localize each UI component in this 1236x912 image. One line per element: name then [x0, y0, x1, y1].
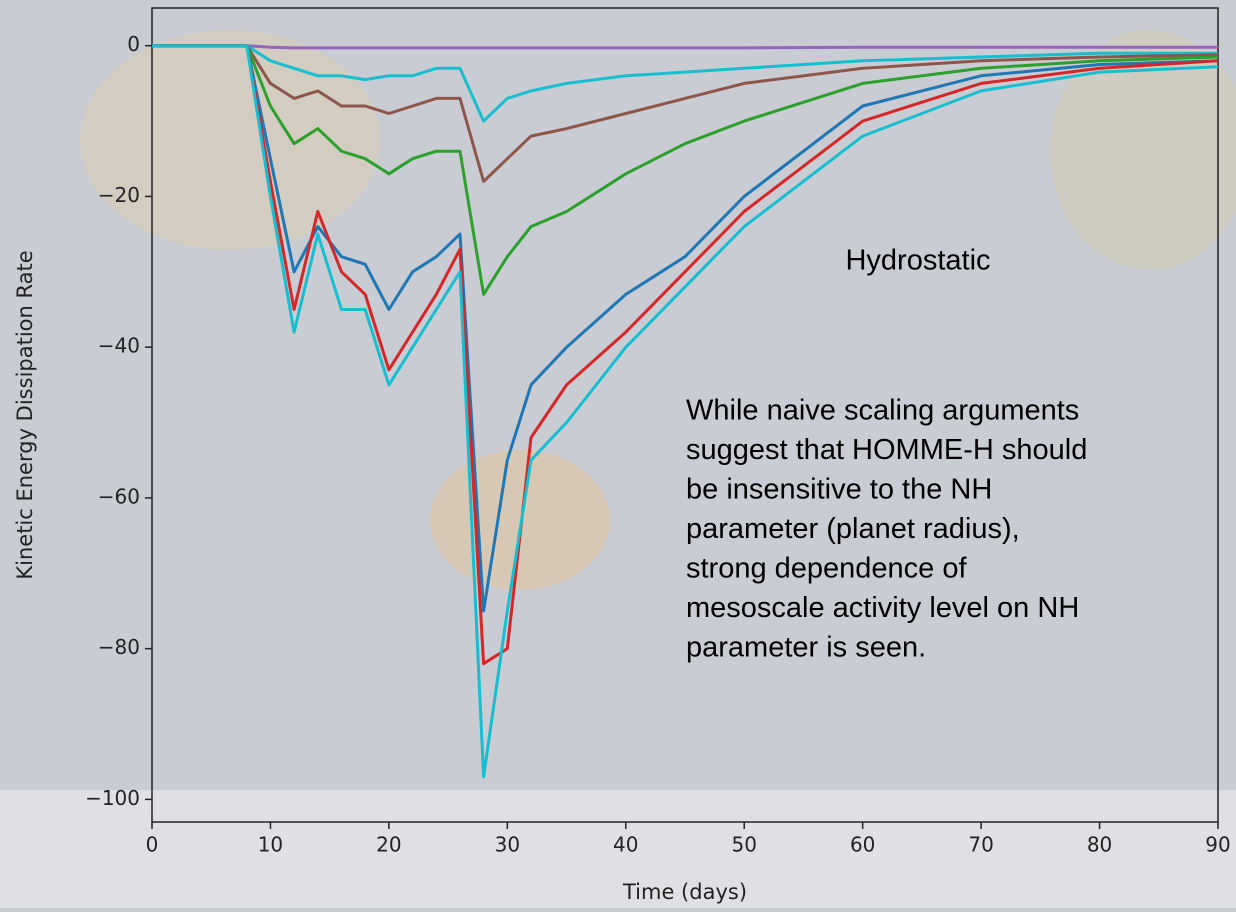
- series-line: [152, 44, 1218, 50]
- annotation-line: strong dependence of: [686, 553, 967, 585]
- annotation-line: parameter is seen.: [686, 632, 926, 664]
- y-tick-label: −80: [98, 635, 140, 659]
- annotation-line: be insensitive to the NH: [686, 474, 992, 506]
- series-line: [152, 44, 1219, 666]
- x-tick-label: 20: [376, 833, 401, 857]
- annotation-line: parameter (planet radius),: [686, 513, 1020, 545]
- x-tick-label: 10: [258, 833, 283, 857]
- y-tick-label: −100: [85, 786, 140, 810]
- plot-frame: [151, 7, 1219, 823]
- annotation-line: mesoscale activity level on NH: [686, 592, 1079, 624]
- x-tick-label: 0: [146, 833, 159, 857]
- ice: [0, 790, 1236, 908]
- land: [1050, 30, 1236, 270]
- y-tick-label: 0: [127, 32, 140, 56]
- x-tick-label: 50: [731, 833, 756, 857]
- annotation-line: suggest that HOMME-H should: [686, 434, 1087, 466]
- x-tick-label: 70: [968, 833, 993, 857]
- series-line: [152, 44, 1219, 779]
- series-line: [152, 44, 1219, 296]
- land: [80, 30, 380, 250]
- x-tick-label: 60: [850, 833, 875, 857]
- y-tick-label: −20: [98, 183, 140, 207]
- x-tick-label: 90: [1205, 833, 1230, 857]
- series-line: [152, 44, 1219, 613]
- x-tick-label: 80: [1087, 833, 1112, 857]
- x-tick-label: 40: [613, 833, 638, 857]
- x-tick-label: 30: [495, 833, 520, 857]
- series-line: [152, 44, 1218, 123]
- land: [430, 450, 610, 590]
- x-axis-label: Time (days): [622, 880, 747, 904]
- annotation-title: Hydrostatic: [845, 245, 990, 277]
- series-line: [152, 44, 1219, 183]
- annotation-line: While naive scaling arguments: [686, 395, 1079, 427]
- y-tick-label: −40: [98, 334, 140, 358]
- background-map: [0, 30, 1236, 908]
- y-tick-label: −60: [98, 484, 140, 508]
- y-axis-label: Kinetic Energy Dissipation Rate: [13, 250, 37, 579]
